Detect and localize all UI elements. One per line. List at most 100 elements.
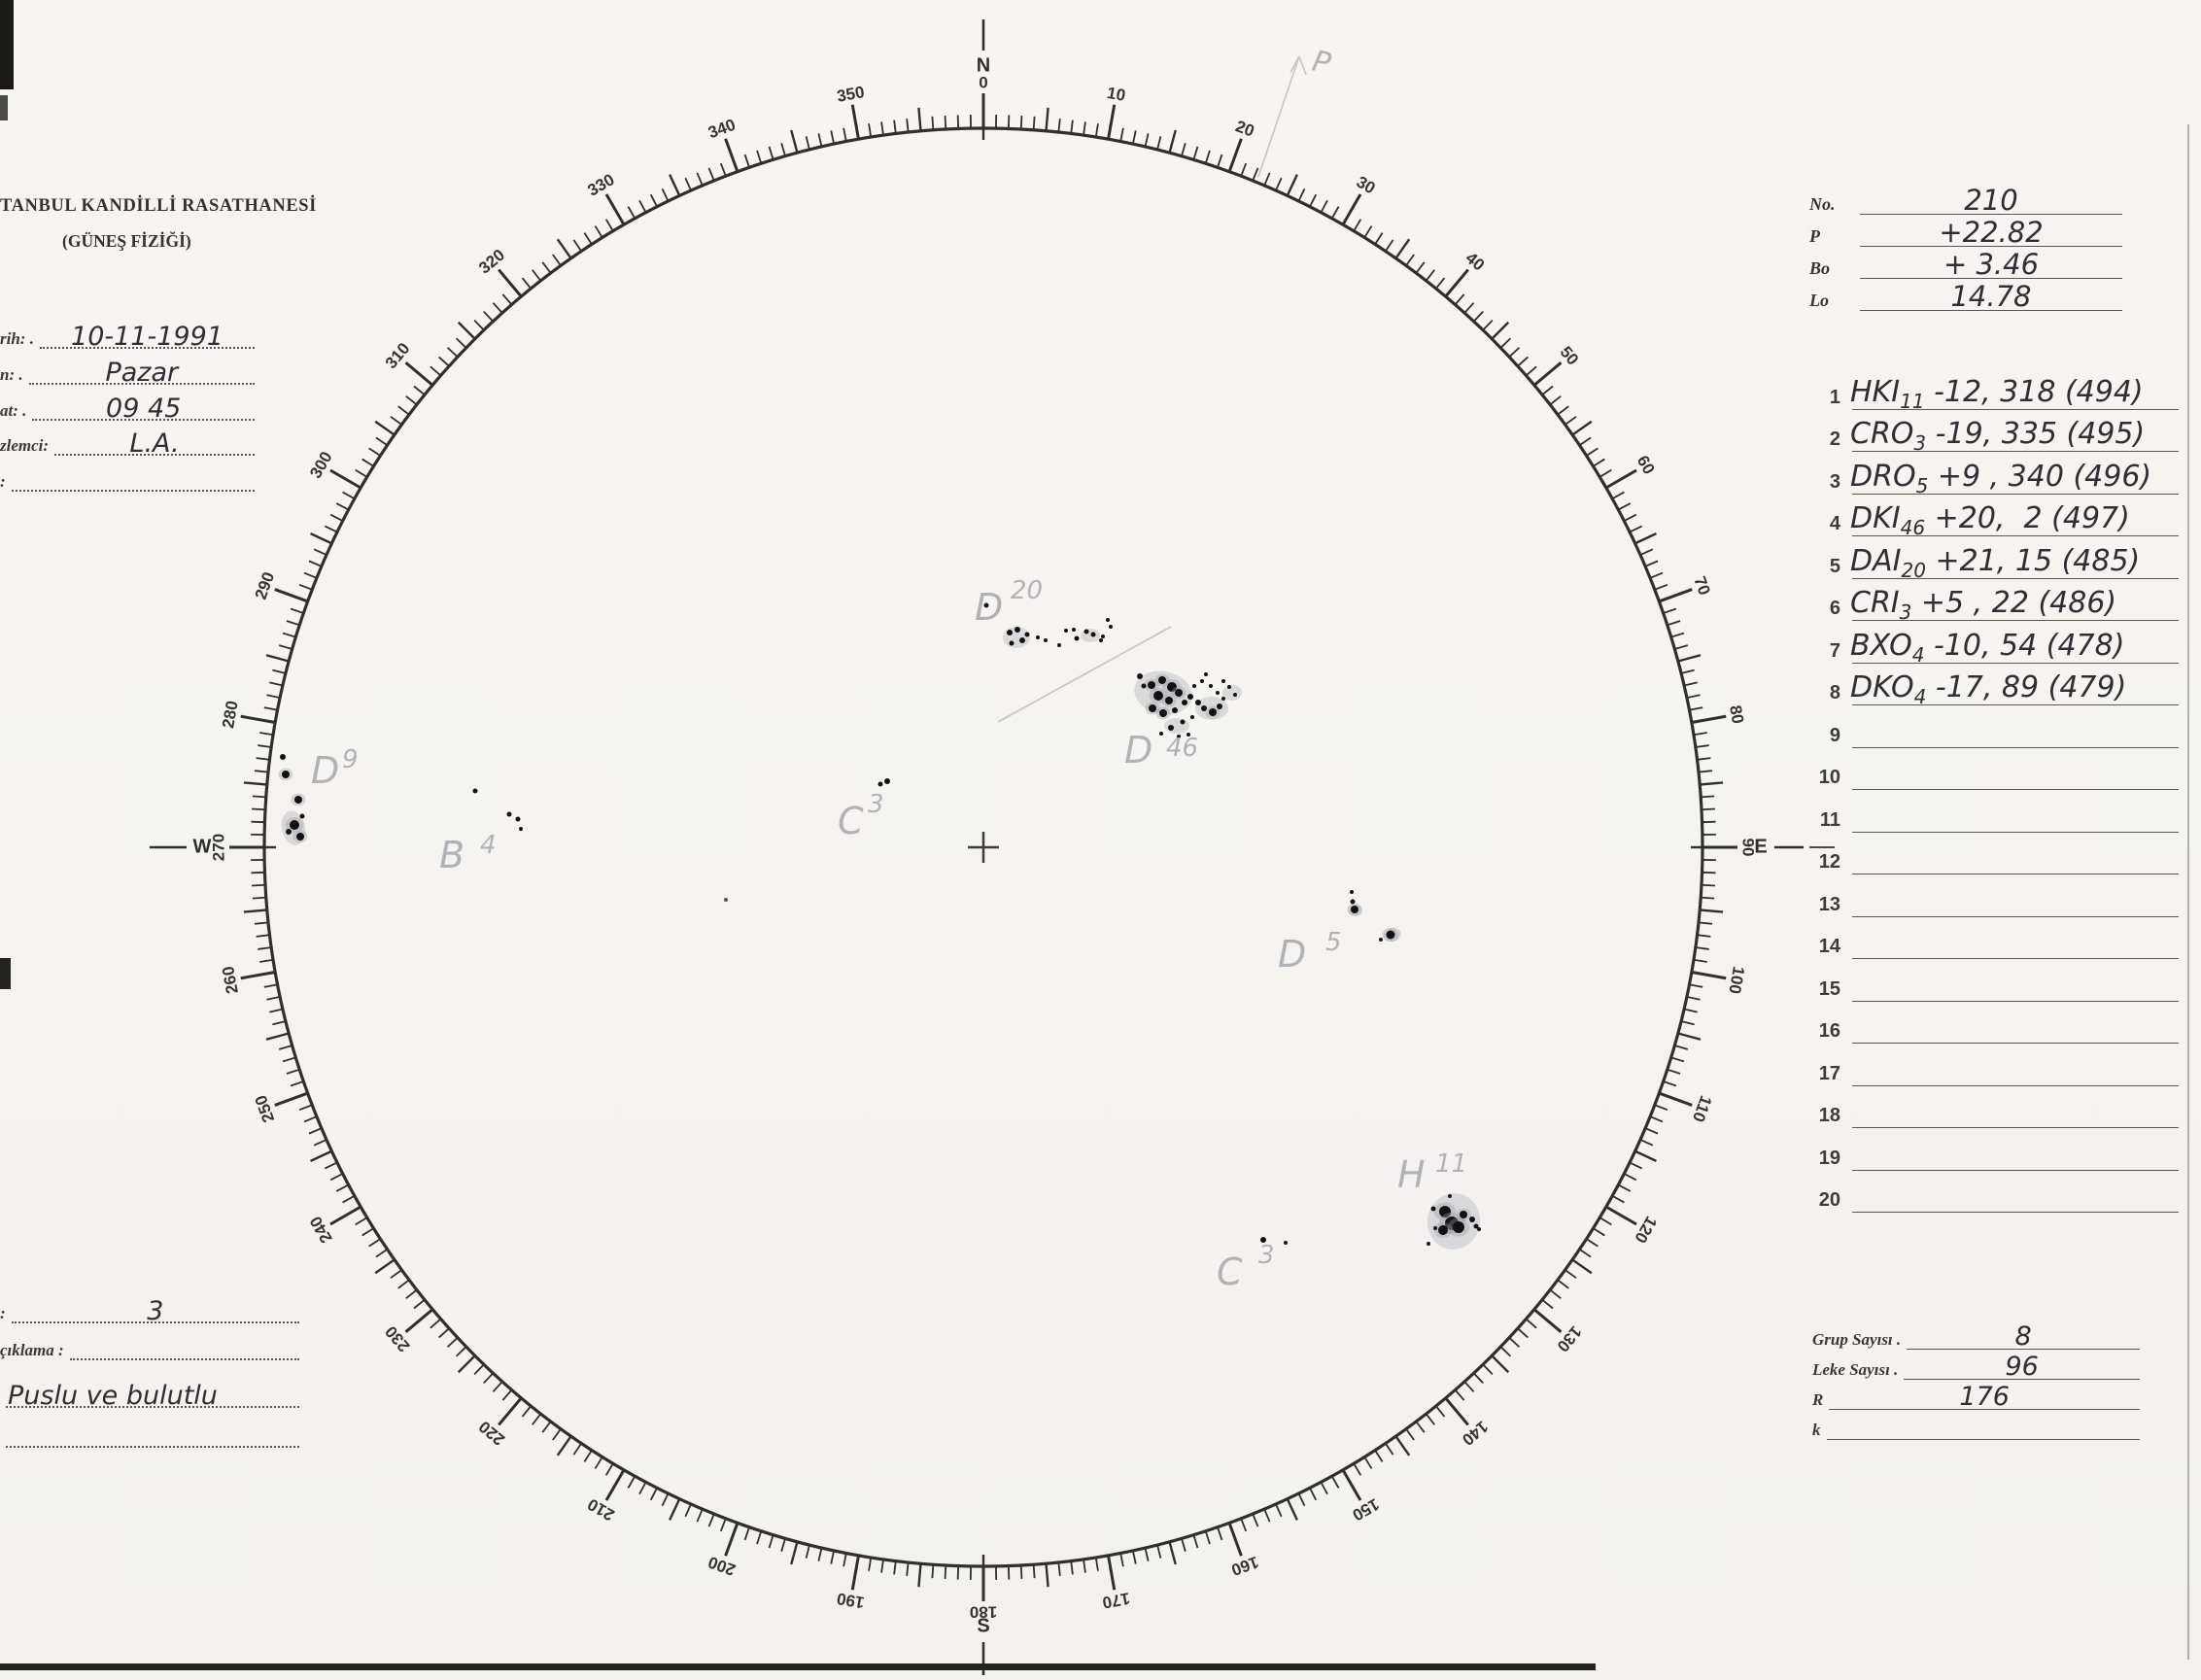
sunspot <box>1427 1242 1430 1246</box>
group-row-line <box>1852 408 2179 410</box>
group-row-formula: CRO3 -19, 335 (495) <box>1850 417 2146 455</box>
group-row-number: 5 <box>1829 555 1840 577</box>
group-row-line <box>1852 789 2179 790</box>
group-row-line <box>1852 451 2179 452</box>
scan-artifact-right-line <box>2187 124 2189 1660</box>
sunspot <box>1217 703 1222 709</box>
sunspot <box>1182 700 1187 705</box>
field-value: 09 45 <box>106 393 182 424</box>
group-row-number: 3 <box>1829 470 1840 493</box>
degree-label: 10 <box>1106 84 1127 105</box>
sunspot <box>1227 685 1231 689</box>
sunspot <box>1192 684 1196 688</box>
group-row-number: 2 <box>1829 429 1840 450</box>
penumbra <box>1195 697 1228 720</box>
ephemeris-line: 210 <box>1860 184 2122 217</box>
group-row-number: 7 <box>1829 639 1840 662</box>
field-label: : <box>0 1304 6 1322</box>
sunspot <box>1260 1237 1266 1243</box>
sunspot <box>1284 1241 1288 1245</box>
sunspot <box>1469 1217 1475 1222</box>
pencil-group-label: C <box>1217 1251 1243 1293</box>
penumbra <box>1134 670 1192 715</box>
sunspot <box>1148 681 1155 689</box>
center-crosshair <box>968 832 999 863</box>
group-row-number: 12 <box>1818 851 1840 873</box>
field-row: n: . Pazar <box>0 357 255 388</box>
field-row: rih: . 10-11-1991 <box>0 319 255 352</box>
pencil-arrowhead <box>1290 55 1300 74</box>
pencil-group-label: D <box>975 586 1003 629</box>
pencil-group-label: B <box>439 834 464 876</box>
sunspot <box>1015 627 1020 633</box>
pencil-group-number: 3 <box>1258 1241 1275 1270</box>
ephemeris-line: 14.78 <box>1860 280 2122 313</box>
group-row-line <box>1852 1212 2179 1213</box>
group-row-number: 1 <box>1829 386 1840 408</box>
field-label: n: . <box>0 364 23 384</box>
sunspot <box>1350 899 1356 905</box>
group-row-line <box>1852 831 2179 833</box>
ephemeris-label: P <box>1809 226 1820 246</box>
field-value: 3 <box>147 1296 164 1326</box>
ephemeris-value: 14.78 <box>1950 280 2032 313</box>
group-row-number: 19 <box>1818 1147 1840 1169</box>
summary-row: Grup Sayısı . 8 <box>1812 1320 2140 1352</box>
field-line: 10-11-1991 <box>39 319 255 352</box>
cardinal-S: S <box>977 1615 989 1636</box>
field-row: : <box>0 463 255 493</box>
sunspot <box>1350 890 1354 894</box>
degree-label: 90 <box>1739 839 1758 857</box>
disk-cardinals: N E S W <box>150 19 1835 1675</box>
sunspot <box>1460 1211 1467 1218</box>
group-row-formula: CRI3 +5 , 22 (486) <box>1850 586 2117 624</box>
pencil-arrowhead <box>1298 55 1307 76</box>
degree-label: 340 <box>705 116 738 143</box>
group-row-line <box>1852 746 2179 748</box>
summary-row: R 176 <box>1812 1380 2140 1412</box>
field-label: zlemci: <box>0 436 50 456</box>
degree-label: 60 <box>1634 453 1659 478</box>
group-row-formula: DKO4 -17, 89 (479) <box>1850 670 2127 708</box>
degree-label: 200 <box>705 1553 738 1580</box>
summary-value: 96 <box>2005 1352 2039 1382</box>
degree-label: 140 <box>1459 1417 1492 1449</box>
summary-line: 96 <box>1904 1352 2140 1382</box>
ephemeris-value: + 3.46 <box>1943 248 2040 281</box>
group-row-formula: HKI11 -12, 318 (494) <box>1850 374 2144 413</box>
ephemeris-row: Bo + 3.46 <box>1809 247 2122 281</box>
sunspot <box>506 811 512 817</box>
group-row-formula: BXO4 -10, 54 (478) <box>1850 628 2125 667</box>
disk-specks <box>724 898 728 902</box>
summary-row: k <box>1812 1410 2140 1440</box>
degree-label: 260 <box>219 965 242 995</box>
summary-line: 8 <box>1907 1321 2140 1352</box>
sunspot <box>1209 684 1213 688</box>
sunspot <box>1165 697 1173 704</box>
degree-label: 110 <box>1689 1093 1715 1124</box>
group-row-formula: DKI46 +20, 2 (497) <box>1850 501 2130 539</box>
sunspot <box>1175 689 1183 697</box>
group-list-row: 18 <box>1806 1094 2184 1137</box>
field-label: rih: . <box>0 329 34 348</box>
degree-label: 170 <box>1101 1589 1131 1612</box>
group-list-row: 16 <box>1806 1010 2184 1052</box>
sunspot <box>1439 1206 1451 1217</box>
group-row-number: 9 <box>1829 724 1840 746</box>
degree-label: 20 <box>1233 117 1256 140</box>
pencil-group-label: D <box>311 749 339 792</box>
group-row-line <box>1852 1127 2179 1128</box>
field-row: çıklama : <box>0 1333 299 1360</box>
group-list-row: 14 <box>1806 925 2184 968</box>
group-row-line <box>1852 1084 2179 1086</box>
degree-label: 220 <box>475 1417 508 1449</box>
degree-label: 330 <box>584 170 617 200</box>
sunspot <box>1007 630 1013 635</box>
sunspot <box>1106 618 1110 622</box>
sunspot <box>1195 700 1201 705</box>
cardinal-W: W <box>193 836 212 857</box>
group-row-line <box>1852 1043 2179 1044</box>
sunspot <box>1074 635 1080 641</box>
